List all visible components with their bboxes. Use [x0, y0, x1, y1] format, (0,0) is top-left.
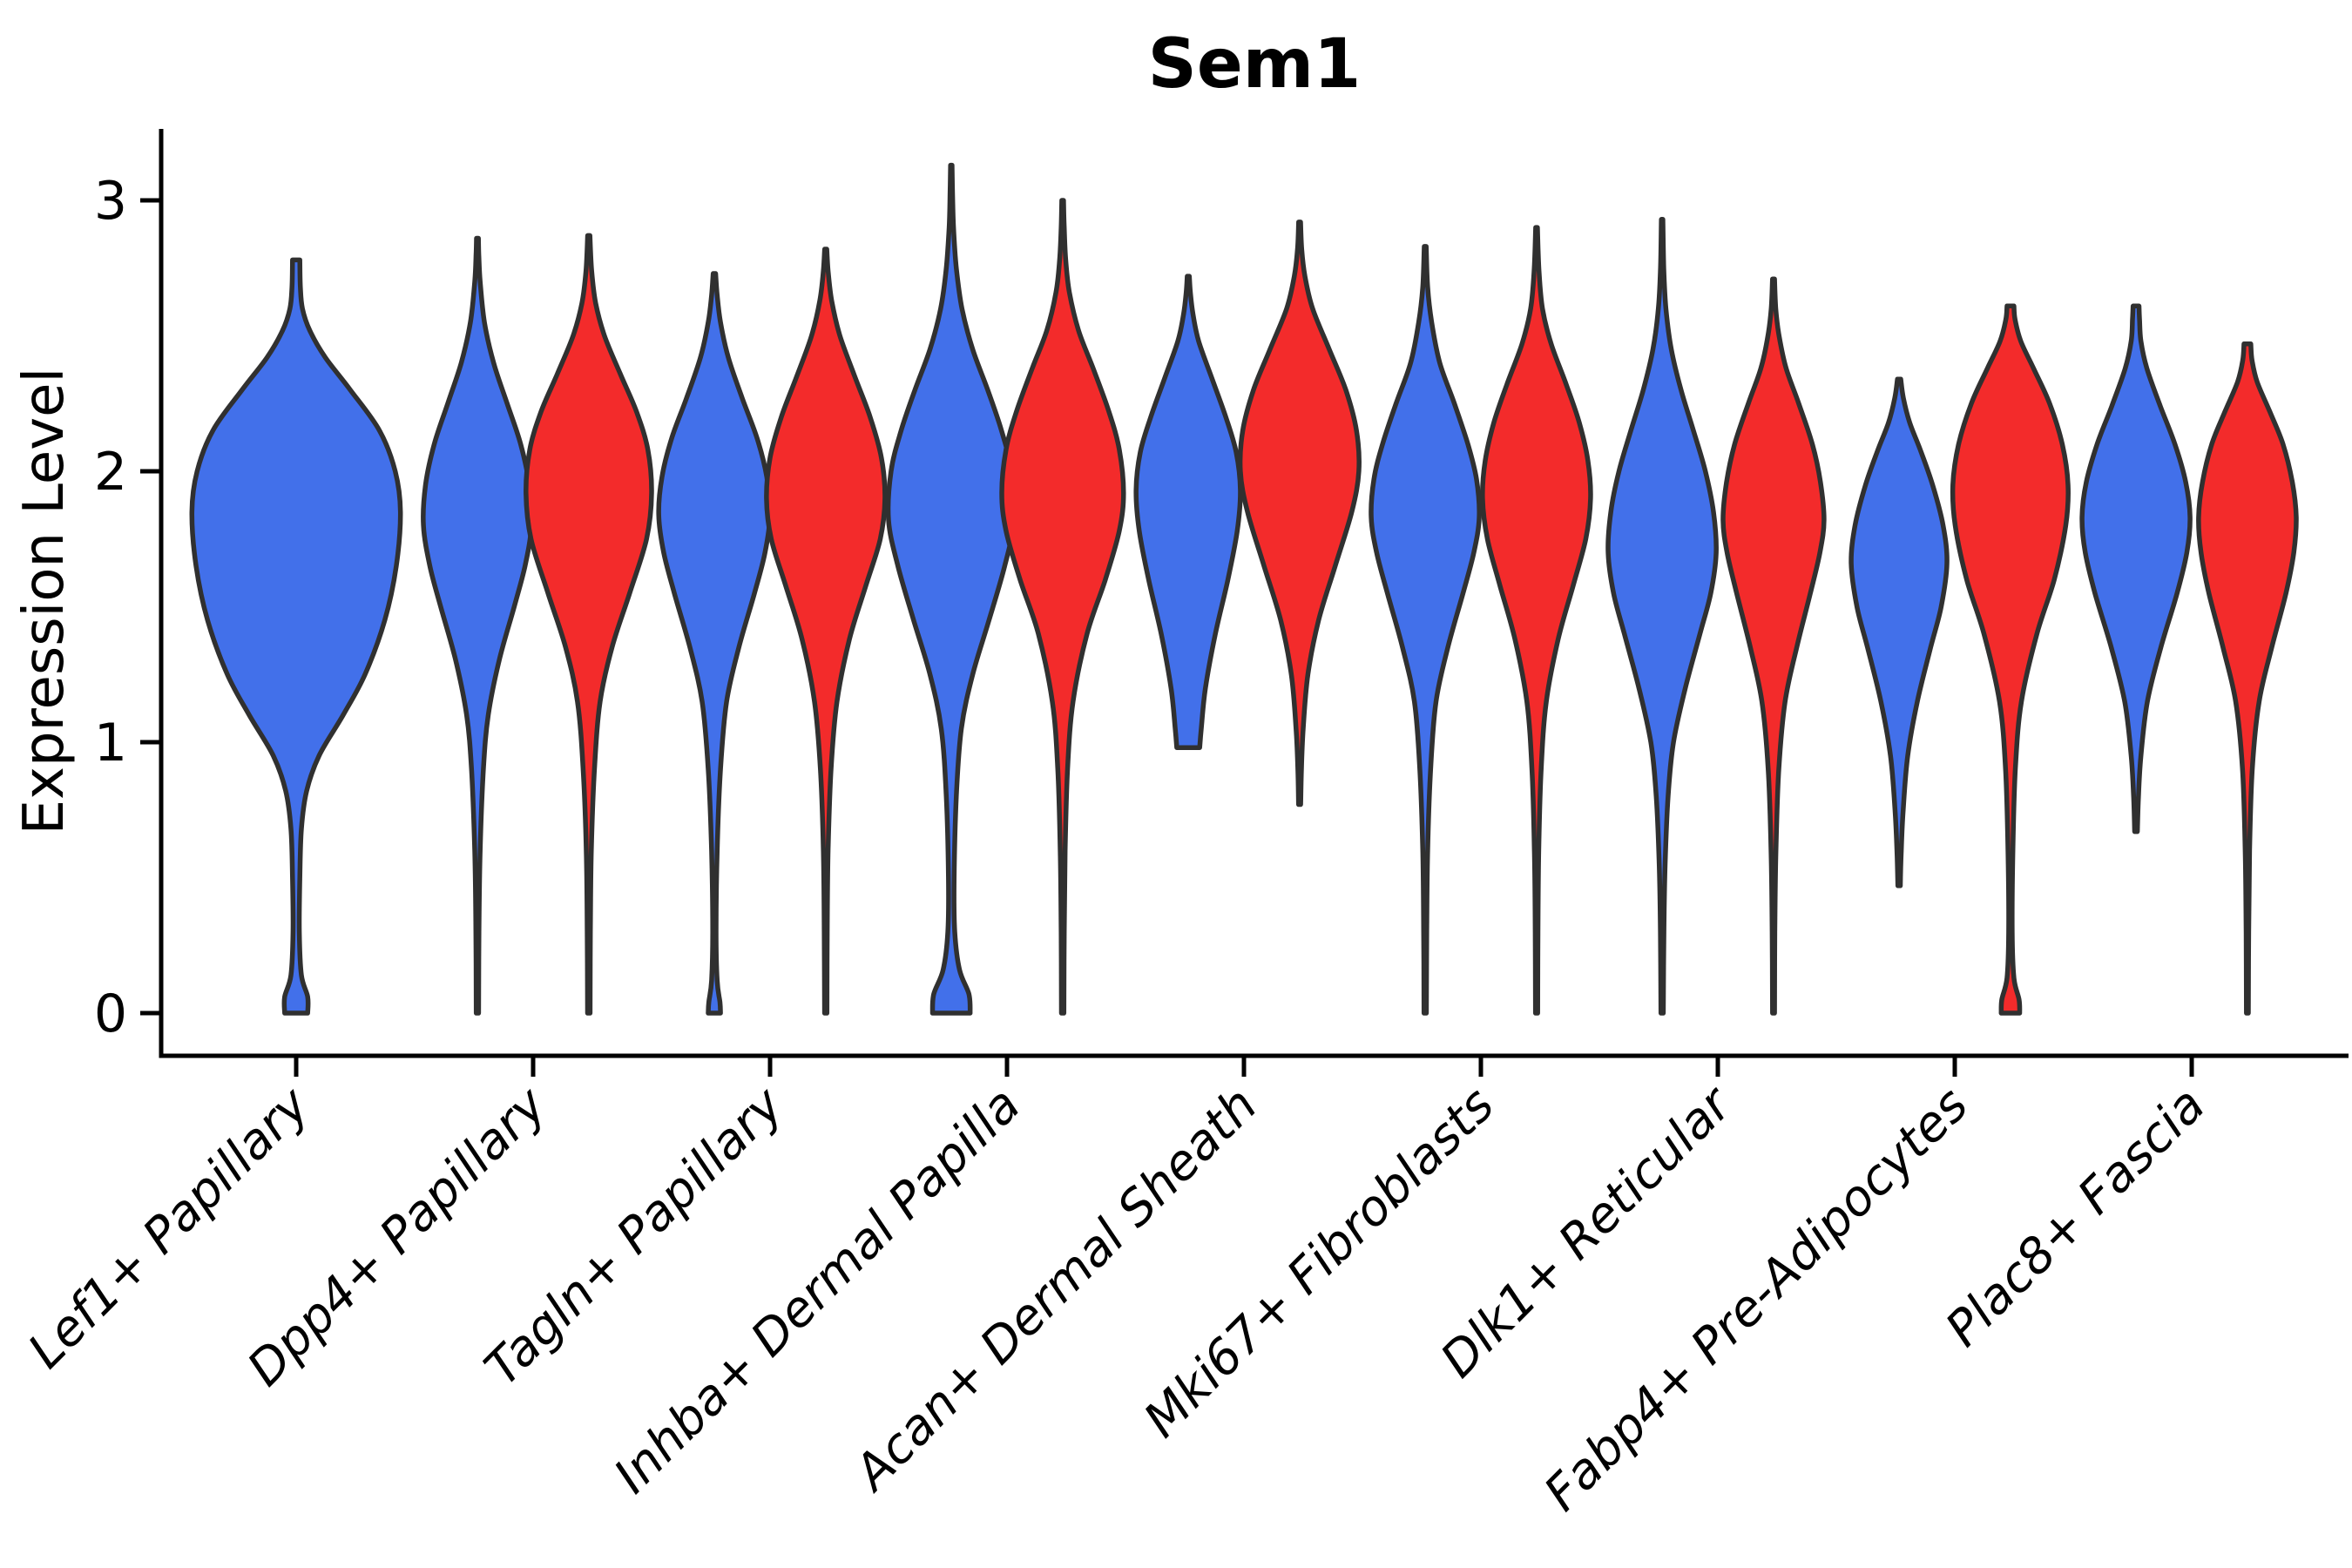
- violins-layer: [189, 162, 2299, 1016]
- x-tick-label-8: Plac8+ Fascia: [1935, 1077, 2216, 1358]
- violin-5-group-2-red: [1480, 225, 1593, 1016]
- violin-4-group-2-red: [1237, 220, 1362, 808]
- y-axis-label: Expression Level: [12, 368, 77, 835]
- x-tick-label-7: Fabp4+ Pre-Adipocytes: [1534, 1077, 1979, 1522]
- x-tick-label-4: Acan+ Dermal Sheath: [842, 1077, 1268, 1503]
- violin-4-group-1-blue: [1133, 274, 1243, 750]
- violin-6-group-2-red: [1720, 276, 1827, 1016]
- violin-3-group-2-red: [999, 198, 1126, 1016]
- violin-3-group-1-blue: [885, 162, 1017, 1016]
- y-ticks: 0 1 2 3: [94, 171, 161, 1044]
- violin-1-group-1-blue: [421, 235, 535, 1016]
- y-tick-label-3: 3: [94, 171, 127, 232]
- violin-6-group-1-blue: [1605, 217, 1719, 1016]
- violin-5-group-1-blue: [1369, 244, 1482, 1016]
- violin-7-group-2-red: [1950, 303, 2072, 1016]
- chart-title: Sem1: [1148, 25, 1362, 104]
- x-tick-label-3: Inhba+ Dermal Papilla: [604, 1077, 1031, 1504]
- violin-2-group-1-blue: [656, 271, 773, 1016]
- violin-8-group-2-red: [2196, 341, 2299, 1016]
- violin-1-group-2-red: [524, 233, 654, 1016]
- violin-8-group-1-blue: [2079, 303, 2193, 835]
- violin-0-group-1-blue: [189, 257, 403, 1016]
- y-tick-label-0: 0: [94, 983, 127, 1044]
- y-tick-label-1: 1: [94, 713, 127, 774]
- y-tick-label-2: 2: [94, 442, 127, 503]
- violin-7-group-1-blue: [1848, 376, 1950, 889]
- violin-2-group-2-red: [764, 247, 888, 1016]
